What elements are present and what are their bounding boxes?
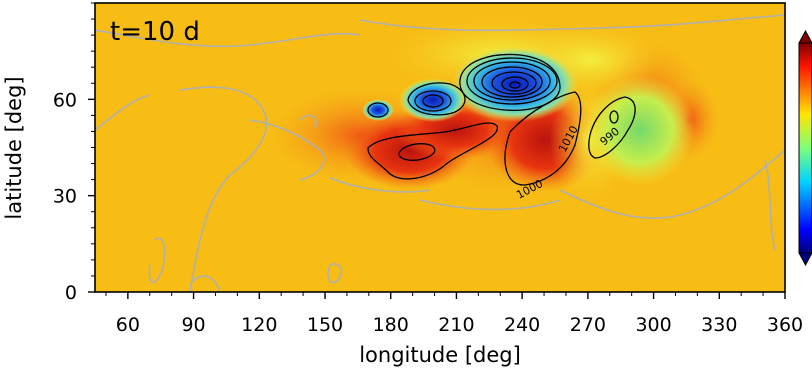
x-tick-label: 180 [373, 314, 409, 336]
contour-west-high-inner [398, 143, 436, 161]
contour-990-inner [609, 110, 619, 124]
y-tick-label: 30 [53, 186, 77, 208]
x-tick-label: 330 [701, 314, 737, 336]
y-tick-label: 0 [65, 282, 77, 304]
x-tick-label: 270 [570, 314, 606, 336]
y-axis: 0 30 60 [53, 2, 95, 304]
contour-mid-low [407, 82, 466, 116]
contour-small-low [367, 102, 389, 118]
grey-contours [95, 14, 785, 292]
contour-east-high [504, 91, 582, 186]
y-axis-title: latitude [deg] [2, 76, 26, 219]
x-axis-title: longitude [deg] [359, 343, 521, 367]
x-tick-label: 360 [767, 314, 803, 336]
colorbar [798, 29, 812, 267]
contour-990 [588, 96, 636, 159]
colorbar-extend-min [798, 252, 812, 267]
panel-title: t=10 d [110, 17, 200, 47]
contour-main-low [459, 53, 561, 111]
x-tick-label: 90 [181, 314, 205, 336]
x-tick-label: 120 [241, 314, 277, 336]
x-tick-label: 60 [116, 314, 140, 336]
colorbar-extend-max [798, 29, 812, 44]
x-axis: 60 90 120 150 180 210 240 270 300 330 360 [105, 292, 803, 336]
contour-west-high [367, 122, 498, 180]
black-contours [367, 53, 636, 186]
x-tick-label: 300 [635, 314, 671, 336]
colorbar-gradient [798, 42, 812, 254]
x-tick-label: 150 [307, 314, 343, 336]
plot-area: 1000 1010 990 [95, 3, 785, 292]
x-tick-label: 240 [504, 314, 540, 336]
x-tick-label: 210 [438, 314, 474, 336]
y-tick-label: 60 [53, 89, 77, 111]
